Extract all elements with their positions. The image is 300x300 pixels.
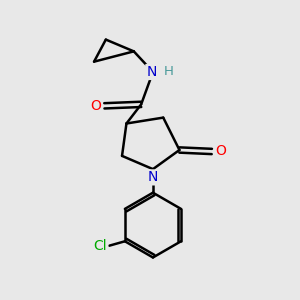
Text: N: N <box>148 170 158 184</box>
Text: O: O <box>215 145 226 158</box>
Text: H: H <box>163 65 173 79</box>
Text: O: O <box>91 99 102 113</box>
Text: Cl: Cl <box>94 239 107 253</box>
Text: N: N <box>146 65 157 79</box>
